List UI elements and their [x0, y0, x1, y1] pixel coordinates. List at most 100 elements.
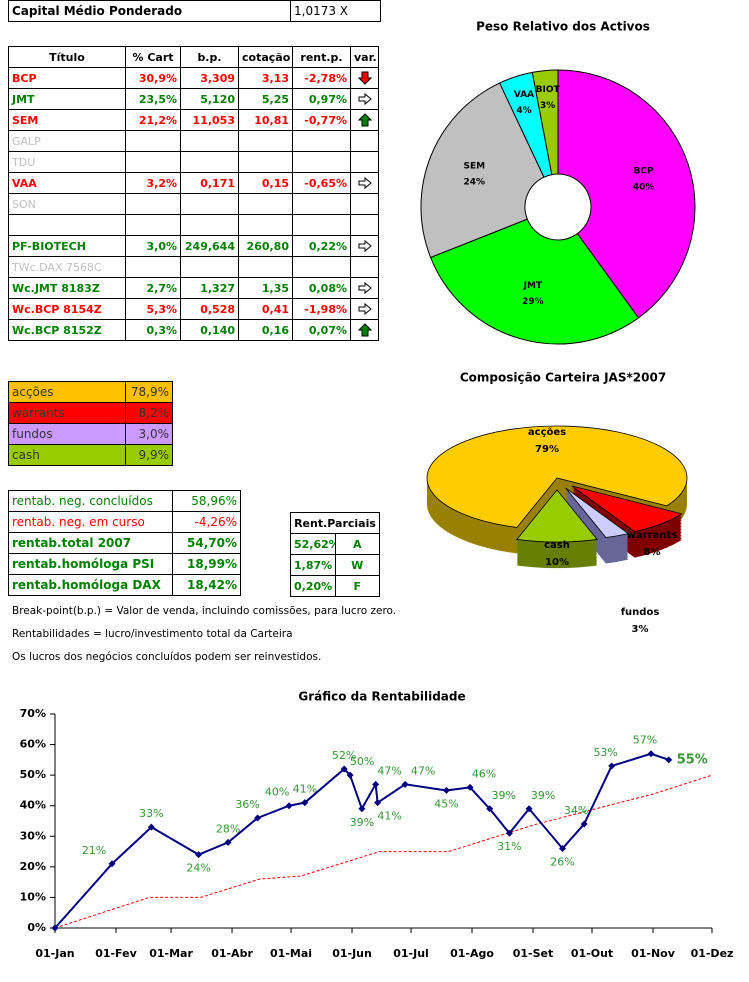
x-tick-label: 01-Ago — [450, 947, 494, 960]
point-marker — [580, 820, 588, 828]
table-cell: 1,87% — [290, 554, 336, 576]
pie-slice — [571, 485, 683, 533]
table-cell: PF-BIOTECH — [8, 235, 126, 257]
table-cell: warrants — [8, 402, 126, 424]
point-marker — [301, 799, 309, 807]
arrow-shape — [358, 239, 372, 253]
table-cell — [292, 151, 351, 173]
arrow-shape — [358, 176, 372, 190]
note: Rentabilidades = lucro/investimento tota… — [12, 628, 293, 640]
table-cell — [350, 214, 379, 236]
table-cell: 3,2% — [125, 172, 181, 194]
data-label: 39% — [531, 789, 555, 802]
table-cell — [292, 193, 351, 215]
var-arrow — [357, 71, 372, 85]
table-cell: 5,25 — [238, 88, 293, 110]
table-cell — [125, 193, 181, 215]
arrow-shape — [357, 113, 372, 127]
table-cell: 5,120 — [180, 88, 239, 110]
slice-category: warrants — [627, 530, 677, 541]
donut-slice — [429, 218, 640, 345]
table-cell: acções — [8, 381, 126, 403]
data-label: 52% — [332, 749, 356, 762]
table-cell: 54,70% — [172, 532, 241, 554]
table-cell: JMT — [8, 88, 126, 110]
slice-label: 79% — [535, 444, 559, 455]
table-row: SON — [8, 193, 379, 215]
point-marker — [147, 823, 155, 831]
table-row: PF-BIOTECH 3,0% 249,644 260,80 0,22% — [8, 235, 379, 257]
point-marker — [340, 765, 348, 773]
point-marker — [108, 860, 116, 868]
slice-category: BIOT — [536, 85, 561, 95]
chart-title: Peso Relativo dos Activos — [476, 20, 650, 34]
arrow-shape — [357, 323, 372, 337]
table-cell: 0,3% — [125, 319, 181, 341]
data-label: 45% — [434, 797, 458, 810]
capital-table: Capital Médio Ponderado 1,0173 X — [8, 0, 381, 22]
table-row: JMT 23,5% 5,120 5,25 0,97% — [8, 88, 379, 110]
data-label: 33% — [139, 807, 163, 820]
table-cell: A — [334, 533, 380, 555]
data-label: 41% — [293, 783, 317, 796]
pie-slice — [426, 425, 688, 528]
table-cell: Capital Médio Ponderado — [8, 0, 291, 22]
data-label: 53% — [593, 746, 617, 759]
point-marker — [346, 771, 354, 779]
table-cell: TDU — [8, 151, 126, 173]
y-tick-label: 0% — [27, 921, 46, 934]
data-label: 26% — [550, 856, 574, 869]
table-row: GALP — [8, 130, 379, 152]
x-tick-label: 01-Nov — [631, 947, 676, 960]
table-cell: rentab.homóloga DAX — [8, 574, 173, 596]
data-label: 46% — [472, 767, 496, 780]
table-cell: SON — [8, 193, 126, 215]
slice-label: 10% — [545, 557, 569, 568]
table-cell: Wc.BCP 8154Z — [8, 298, 126, 320]
table-row: 0,20% F — [290, 575, 380, 597]
point-marker — [358, 805, 366, 813]
table-cell — [350, 277, 379, 299]
x-tick-label: 01-Jan — [35, 947, 74, 960]
x-tick-label: 01-Set — [513, 947, 554, 960]
allocation-table: acções 78,9% warrants 8,2% fundos 3,0% cash 9,9… — [8, 381, 173, 466]
table-cell: 1,35 — [238, 277, 293, 299]
data-label: 47% — [377, 764, 401, 777]
table-cell: 1,0173 X — [290, 0, 381, 22]
x-tick-label: 01-Mai — [270, 947, 312, 960]
table-cell: SEM — [8, 109, 126, 131]
var-arrow — [358, 302, 372, 316]
table-cell: 23,5% — [125, 88, 181, 110]
pie-slice — [516, 489, 598, 543]
x-tick-label: 01-Jun — [332, 947, 372, 960]
table-cell: 0,20% — [290, 575, 336, 597]
point-marker — [665, 756, 673, 764]
table-cell — [350, 151, 379, 173]
table-row: rentab.homóloga PSI 18,99% — [8, 553, 241, 575]
data-label: 47% — [411, 764, 435, 777]
table-cell: 18,99% — [172, 553, 241, 575]
slice-category: fundos — [621, 607, 660, 618]
x-tick-label: 01-Abr — [211, 947, 253, 960]
series-line — [54, 774, 713, 929]
table-cell — [350, 235, 379, 257]
table-cell: 0,97% — [292, 88, 351, 110]
table-cell: 10,81 — [238, 109, 293, 131]
table-row: acções 78,9% — [8, 381, 173, 403]
slice-label: 29% — [522, 297, 544, 307]
data-label: 50% — [350, 755, 374, 768]
slice-category: VAA — [514, 90, 534, 100]
point-marker — [608, 762, 616, 770]
note: Os lucros dos negócios concluídos podem … — [12, 651, 322, 663]
table-cell: Wc.JMT 8183Z — [8, 277, 126, 299]
table-cell: Título — [8, 46, 126, 68]
data-label: 31% — [497, 840, 521, 853]
table-cell: 0,41 — [238, 298, 293, 320]
table-cell: 0,528 — [180, 298, 239, 320]
table-cell: 3,13 — [238, 67, 293, 89]
table-cell: 5,3% — [125, 298, 181, 320]
note: Break-point(b.p.) = Valor de venda, incl… — [12, 605, 397, 617]
table-cell: 0,15 — [238, 172, 293, 194]
point-marker — [559, 845, 567, 853]
